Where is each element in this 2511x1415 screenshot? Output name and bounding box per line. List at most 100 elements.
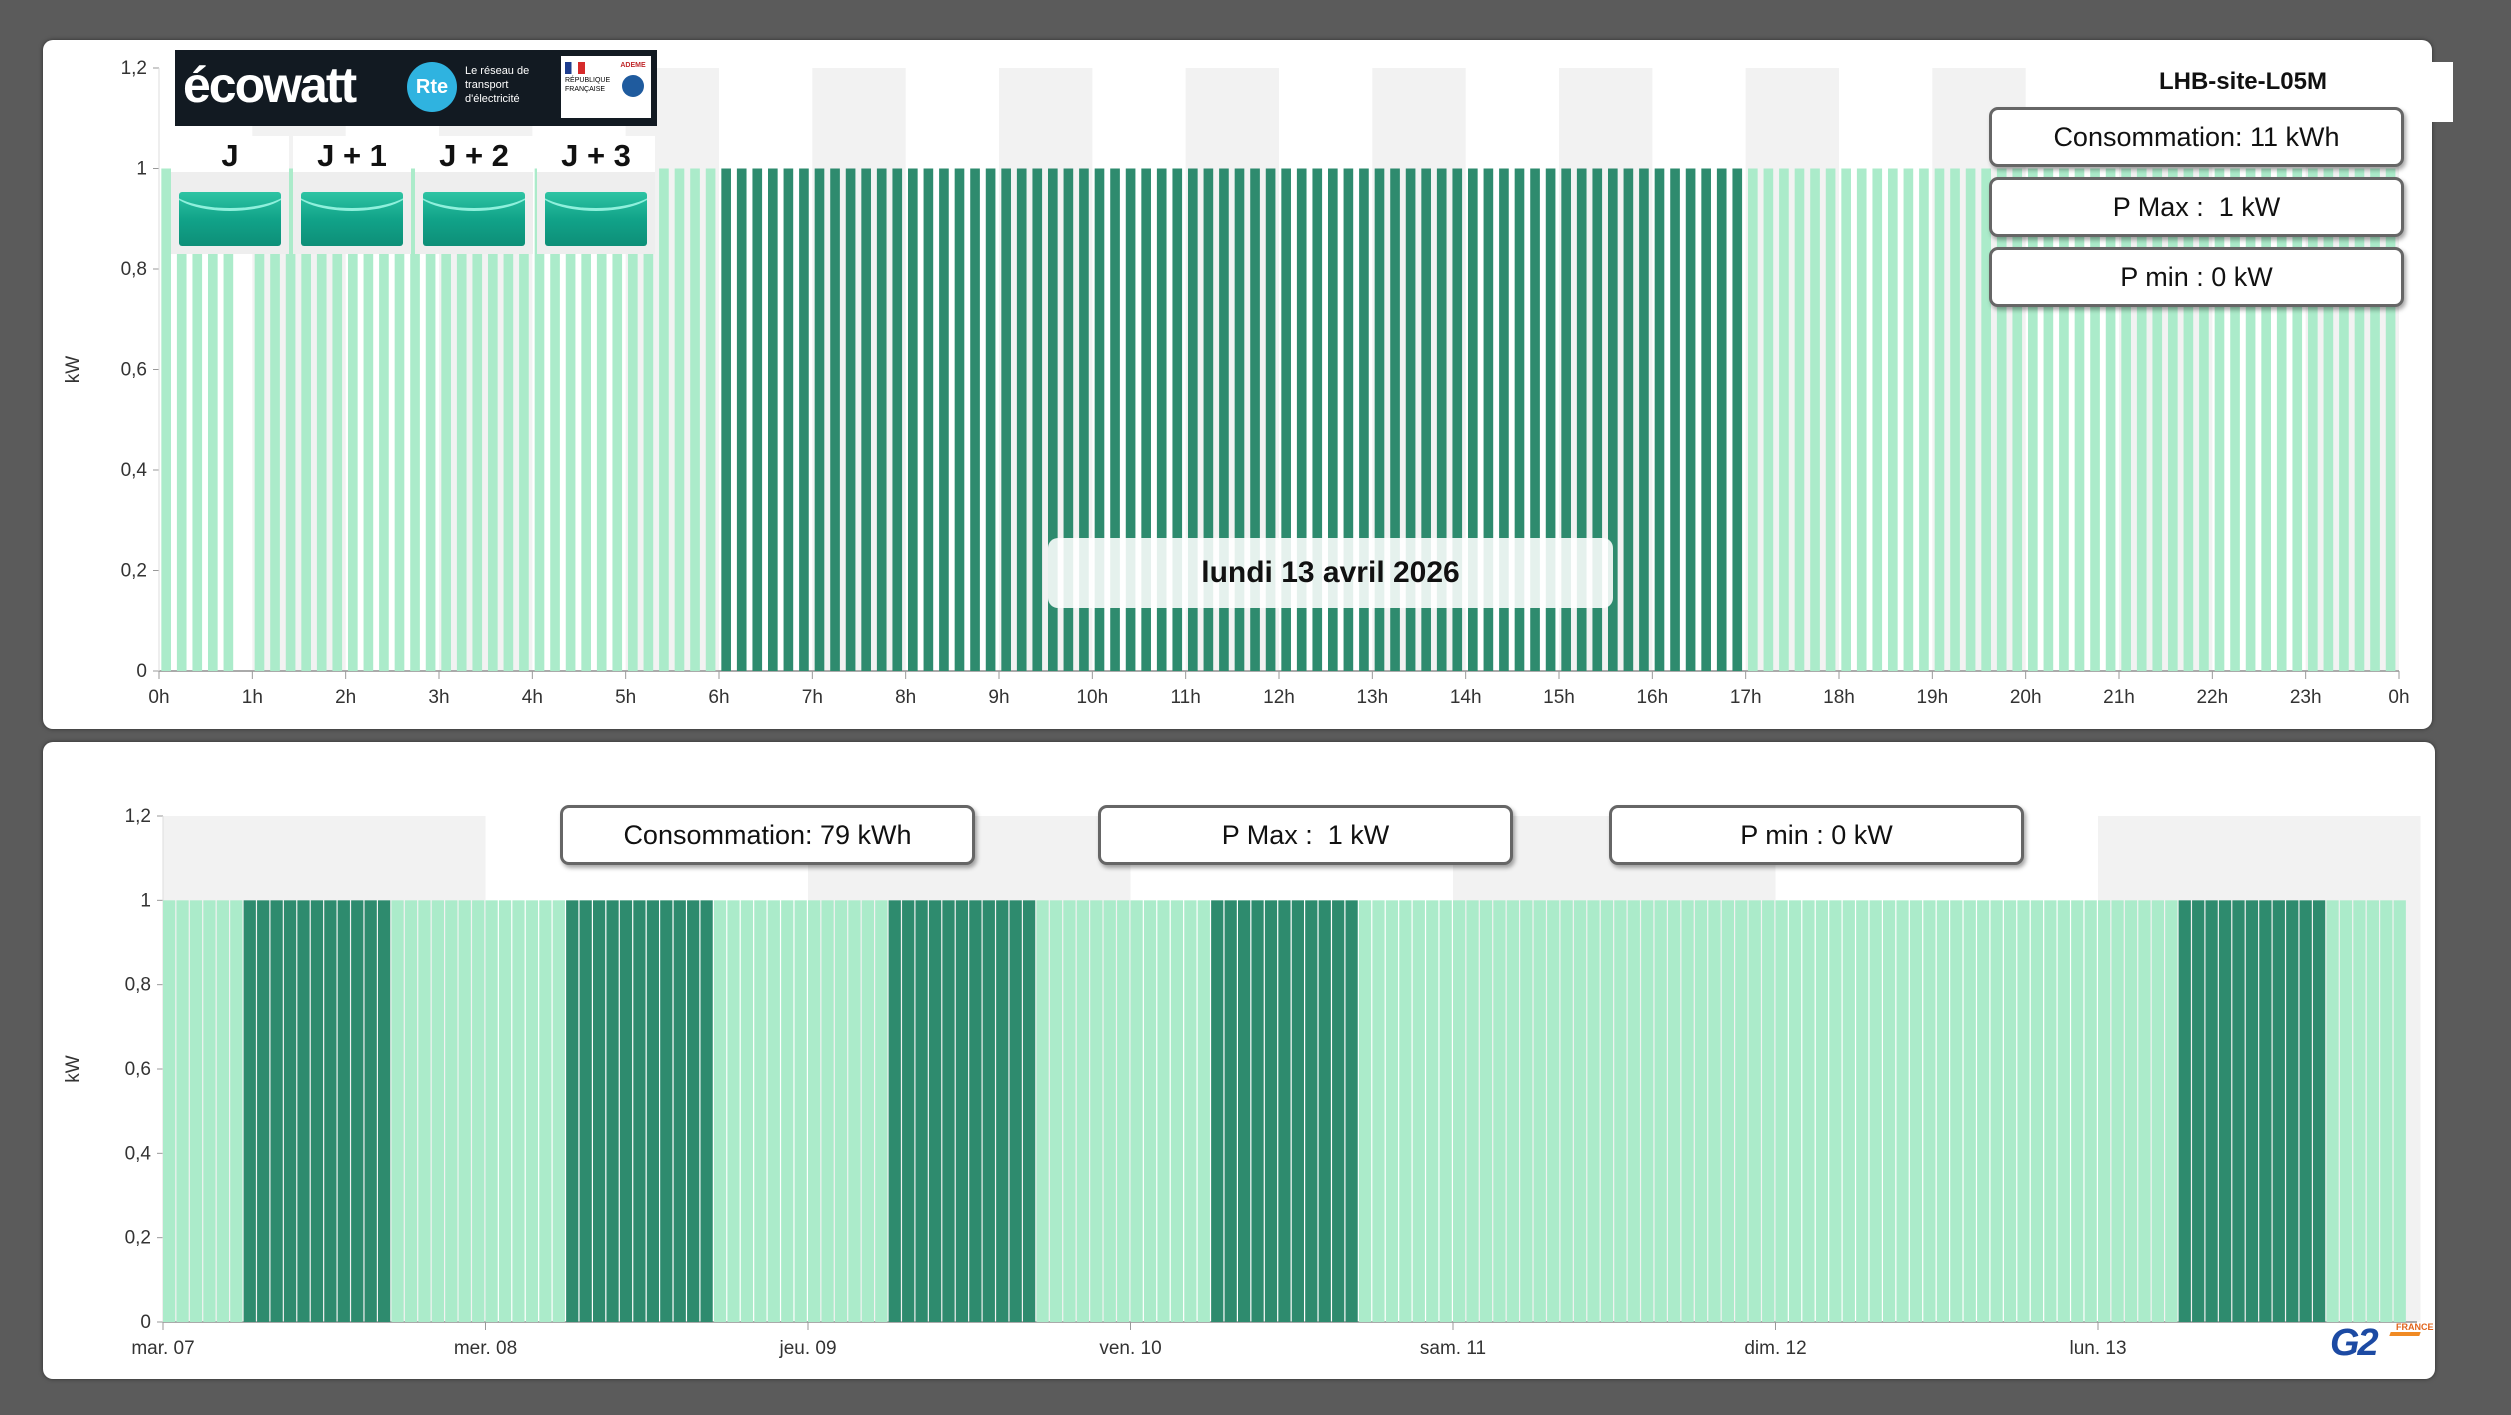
ecowatt-day-label: J + 3 (537, 136, 655, 173)
bar (2259, 900, 2272, 1322)
bar (606, 900, 619, 1322)
bar (1815, 900, 1829, 1322)
bar (970, 168, 980, 671)
hour-band (812, 68, 906, 671)
bar (2084, 900, 2097, 1322)
rte-caption: Le réseau de transport d'électricité (465, 65, 530, 105)
x-tick-label: sam. 11 (1420, 1338, 1486, 1359)
bar (985, 168, 996, 671)
ecowatt-signal-green-icon (301, 192, 403, 246)
bar (1923, 900, 1936, 1322)
bar (519, 168, 529, 671)
bar (2230, 168, 2240, 671)
x-tick-label: 19h (1916, 687, 1948, 708)
bar (230, 900, 243, 1322)
bar (1896, 900, 1909, 1322)
bar (163, 900, 176, 1322)
bar (1639, 168, 1649, 671)
bar (1141, 168, 1151, 671)
bar (1094, 168, 1105, 671)
bar (713, 900, 727, 1322)
bar (1390, 168, 1400, 671)
bar (700, 900, 713, 1322)
bar (814, 168, 825, 671)
bar (1130, 900, 1143, 1322)
bar (1188, 168, 1198, 671)
bar (1143, 900, 1157, 1322)
bar (2385, 168, 2396, 671)
bar (1170, 900, 1184, 1322)
bar (1545, 168, 1556, 671)
bar (1493, 900, 1506, 1322)
bar (1701, 168, 1711, 671)
bar (969, 900, 982, 1322)
bar (1788, 900, 1802, 1322)
bar (203, 900, 216, 1322)
bar (1483, 168, 1494, 671)
y-tick-label: 0,2 (125, 1228, 151, 1249)
daily-chart-panel: 0 0,2 0,4 0,6 0,8 1 1,2 kW 0h 1h 2h 3h 4h 5h 6h 7h 8h 9h 1… (43, 40, 2453, 729)
bar (1775, 900, 1788, 1322)
x-tick-label: 3h (428, 687, 449, 708)
ecowatt-day-j2[interactable]: J + 2 (415, 136, 533, 254)
y-tick-label: 0,6 (125, 1059, 151, 1080)
bar (270, 168, 280, 671)
bar (2326, 900, 2339, 1322)
bar (2199, 168, 2209, 671)
bar (1965, 168, 1976, 671)
bar (1211, 900, 1224, 1322)
bar (1157, 900, 1170, 1322)
g2-logo-sup: FRANCE (2396, 1322, 2434, 1332)
ecowatt-day-j1[interactable]: J + 1 (293, 136, 411, 254)
x-tick-label: 21h (2103, 687, 2135, 708)
ecowatt-signal-green-icon (423, 192, 525, 246)
y-tick-label: 1 (136, 159, 147, 180)
bar (915, 900, 928, 1322)
bar (1281, 168, 1291, 671)
bar (2276, 168, 2287, 671)
ecowatt-day-j3[interactable]: J + 3 (537, 136, 655, 254)
bar (301, 168, 311, 671)
bar (2299, 900, 2312, 1322)
g2-logo-text: G2 (2330, 1322, 2379, 1364)
bar (1888, 168, 1898, 671)
bar (1172, 168, 1183, 671)
bar (1318, 900, 1331, 1322)
bar (628, 168, 638, 671)
bar (2178, 900, 2191, 1322)
bar (316, 168, 327, 671)
ecowatt-logo: écowatt (183, 57, 357, 113)
bar (1439, 900, 1452, 1322)
bar (727, 900, 740, 1322)
bar (2218, 900, 2232, 1322)
bar (736, 168, 747, 671)
bar (1090, 900, 1103, 1322)
bar (223, 168, 234, 671)
bar (861, 900, 874, 1322)
bar (705, 168, 716, 671)
x-tick-label: 14h (1450, 687, 1482, 708)
bar (534, 168, 545, 671)
bar (1110, 168, 1120, 671)
ecowatt-day-j[interactable]: J (171, 136, 289, 254)
x-tick-label: 9h (988, 687, 1009, 708)
bar (348, 168, 358, 671)
bar (1950, 168, 1960, 671)
bar (721, 168, 731, 671)
bar (1825, 168, 1836, 671)
bar (1872, 168, 1883, 671)
bar (441, 168, 451, 671)
ecowatt-day-label: J + 2 (415, 136, 533, 173)
bar (2071, 900, 2084, 1322)
bar (2353, 900, 2366, 1322)
bar (394, 168, 405, 671)
pmax-box-week: P Max : 1 kW (1098, 805, 1513, 865)
bar (472, 900, 485, 1322)
bar (2105, 168, 2116, 671)
x-tick-label: ven. 10 (1099, 1338, 1161, 1359)
bar (1762, 900, 1775, 1322)
bar (830, 168, 840, 671)
bar (1573, 900, 1587, 1322)
ademe-logo: ADEME (619, 62, 647, 112)
bar (283, 900, 297, 1322)
